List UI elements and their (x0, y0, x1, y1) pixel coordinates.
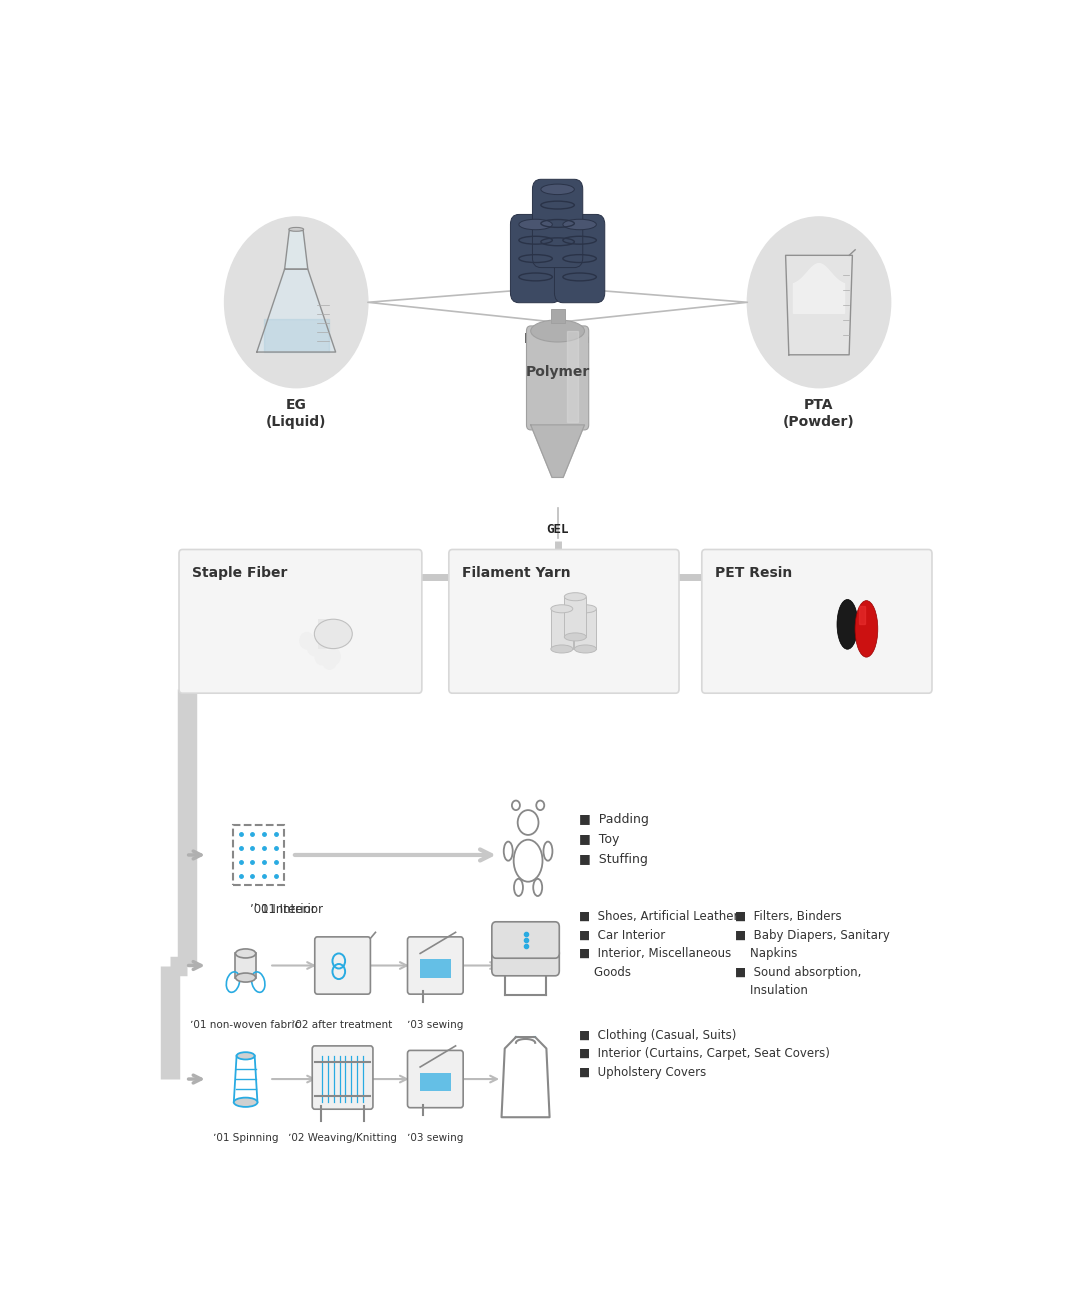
Bar (574, 608, 596, 649)
Circle shape (316, 649, 329, 664)
Ellipse shape (574, 604, 596, 613)
Polygon shape (858, 607, 865, 624)
FancyBboxPatch shape (408, 937, 463, 994)
Ellipse shape (551, 604, 572, 613)
FancyBboxPatch shape (510, 214, 560, 303)
Bar (318, 619, 333, 649)
Text: EG
(Liquid): EG (Liquid) (265, 398, 326, 429)
Ellipse shape (236, 1052, 255, 1060)
Bar (551, 309, 565, 322)
Text: Staple Fiber: Staple Fiber (193, 565, 288, 579)
Ellipse shape (235, 974, 256, 983)
Text: ʼ02 after treatment: ʼ02 after treatment (293, 1019, 393, 1030)
Bar (235, 954, 256, 977)
Text: ʼ01 non-woven fabric: ʼ01 non-woven fabric (190, 1019, 300, 1030)
FancyBboxPatch shape (702, 549, 932, 693)
Bar (497, 946, 504, 971)
Text: ʼ03 sewing: ʼ03 sewing (407, 1133, 463, 1143)
Bar (565, 596, 586, 637)
Text: ʼ01 Spinning: ʼ01 Spinning (213, 1133, 279, 1143)
Ellipse shape (531, 320, 584, 342)
Text: Naphtha: Naphtha (524, 333, 591, 346)
FancyBboxPatch shape (180, 549, 422, 693)
Text: ■  Shoes, Artificial Leather
■  Car Interior
■  Interior, Miscellaneous
    Good: ■ Shoes, Artificial Leather ■ Car Interi… (579, 911, 738, 979)
Polygon shape (793, 264, 844, 313)
Polygon shape (285, 231, 308, 269)
FancyBboxPatch shape (312, 1045, 373, 1109)
Polygon shape (531, 425, 584, 478)
Text: ■  Clothing (Casual, Suits)
■  Interior (Curtains, Carpet, Seat Covers)
■  Uphol: ■ Clothing (Casual, Suits) ■ Interior (C… (579, 1028, 829, 1079)
FancyBboxPatch shape (527, 326, 589, 429)
Text: ■  Filters, Binders
■  Baby Diapers, Sanitary
    Napkins
■  Sound absorption,
 : ■ Filters, Binders ■ Baby Diapers, Sanit… (734, 911, 890, 997)
Circle shape (326, 649, 341, 664)
Polygon shape (786, 256, 852, 355)
Ellipse shape (235, 949, 256, 958)
Text: ʼ02 Weaving/Knitting: ʼ02 Weaving/Knitting (288, 1133, 397, 1143)
Text: ʼ03 sewing: ʼ03 sewing (407, 1019, 463, 1030)
Circle shape (300, 633, 313, 649)
Text: Polymer: Polymer (526, 365, 590, 380)
Ellipse shape (562, 219, 596, 230)
Ellipse shape (551, 645, 572, 652)
Text: PTA
(Powder): PTA (Powder) (783, 398, 855, 429)
Ellipse shape (574, 645, 596, 652)
Circle shape (308, 639, 321, 655)
Text: ■  Padding
■  Toy
■  Stuffing: ■ Padding ■ Toy ■ Stuffing (579, 813, 648, 865)
Ellipse shape (541, 184, 574, 194)
Circle shape (323, 652, 336, 669)
Polygon shape (257, 269, 335, 352)
Ellipse shape (314, 619, 353, 649)
Polygon shape (567, 331, 579, 422)
Circle shape (747, 217, 891, 388)
FancyBboxPatch shape (555, 214, 605, 303)
Ellipse shape (234, 1098, 258, 1107)
Bar (233, 825, 284, 885)
Text: Filament Yarn: Filament Yarn (462, 565, 571, 579)
FancyBboxPatch shape (532, 179, 583, 268)
Ellipse shape (288, 227, 304, 231)
FancyBboxPatch shape (408, 1051, 463, 1108)
Bar (547, 946, 554, 971)
Ellipse shape (855, 600, 878, 658)
Bar (420, 959, 450, 977)
Ellipse shape (519, 219, 553, 230)
Text: GEL: GEL (546, 523, 569, 536)
Ellipse shape (837, 599, 857, 649)
Ellipse shape (565, 633, 586, 641)
Circle shape (224, 217, 368, 388)
Ellipse shape (565, 592, 586, 600)
Text: ʹ 01 Interior: ʹ 01 Interior (254, 903, 323, 916)
Bar (551, 608, 572, 649)
Bar (420, 1073, 450, 1091)
FancyBboxPatch shape (449, 549, 679, 693)
Text: ʼ01 Interior: ʼ01 Interior (250, 903, 316, 916)
FancyBboxPatch shape (492, 949, 559, 976)
FancyBboxPatch shape (492, 921, 559, 958)
FancyBboxPatch shape (314, 937, 370, 994)
Text: PET Resin: PET Resin (715, 565, 792, 579)
